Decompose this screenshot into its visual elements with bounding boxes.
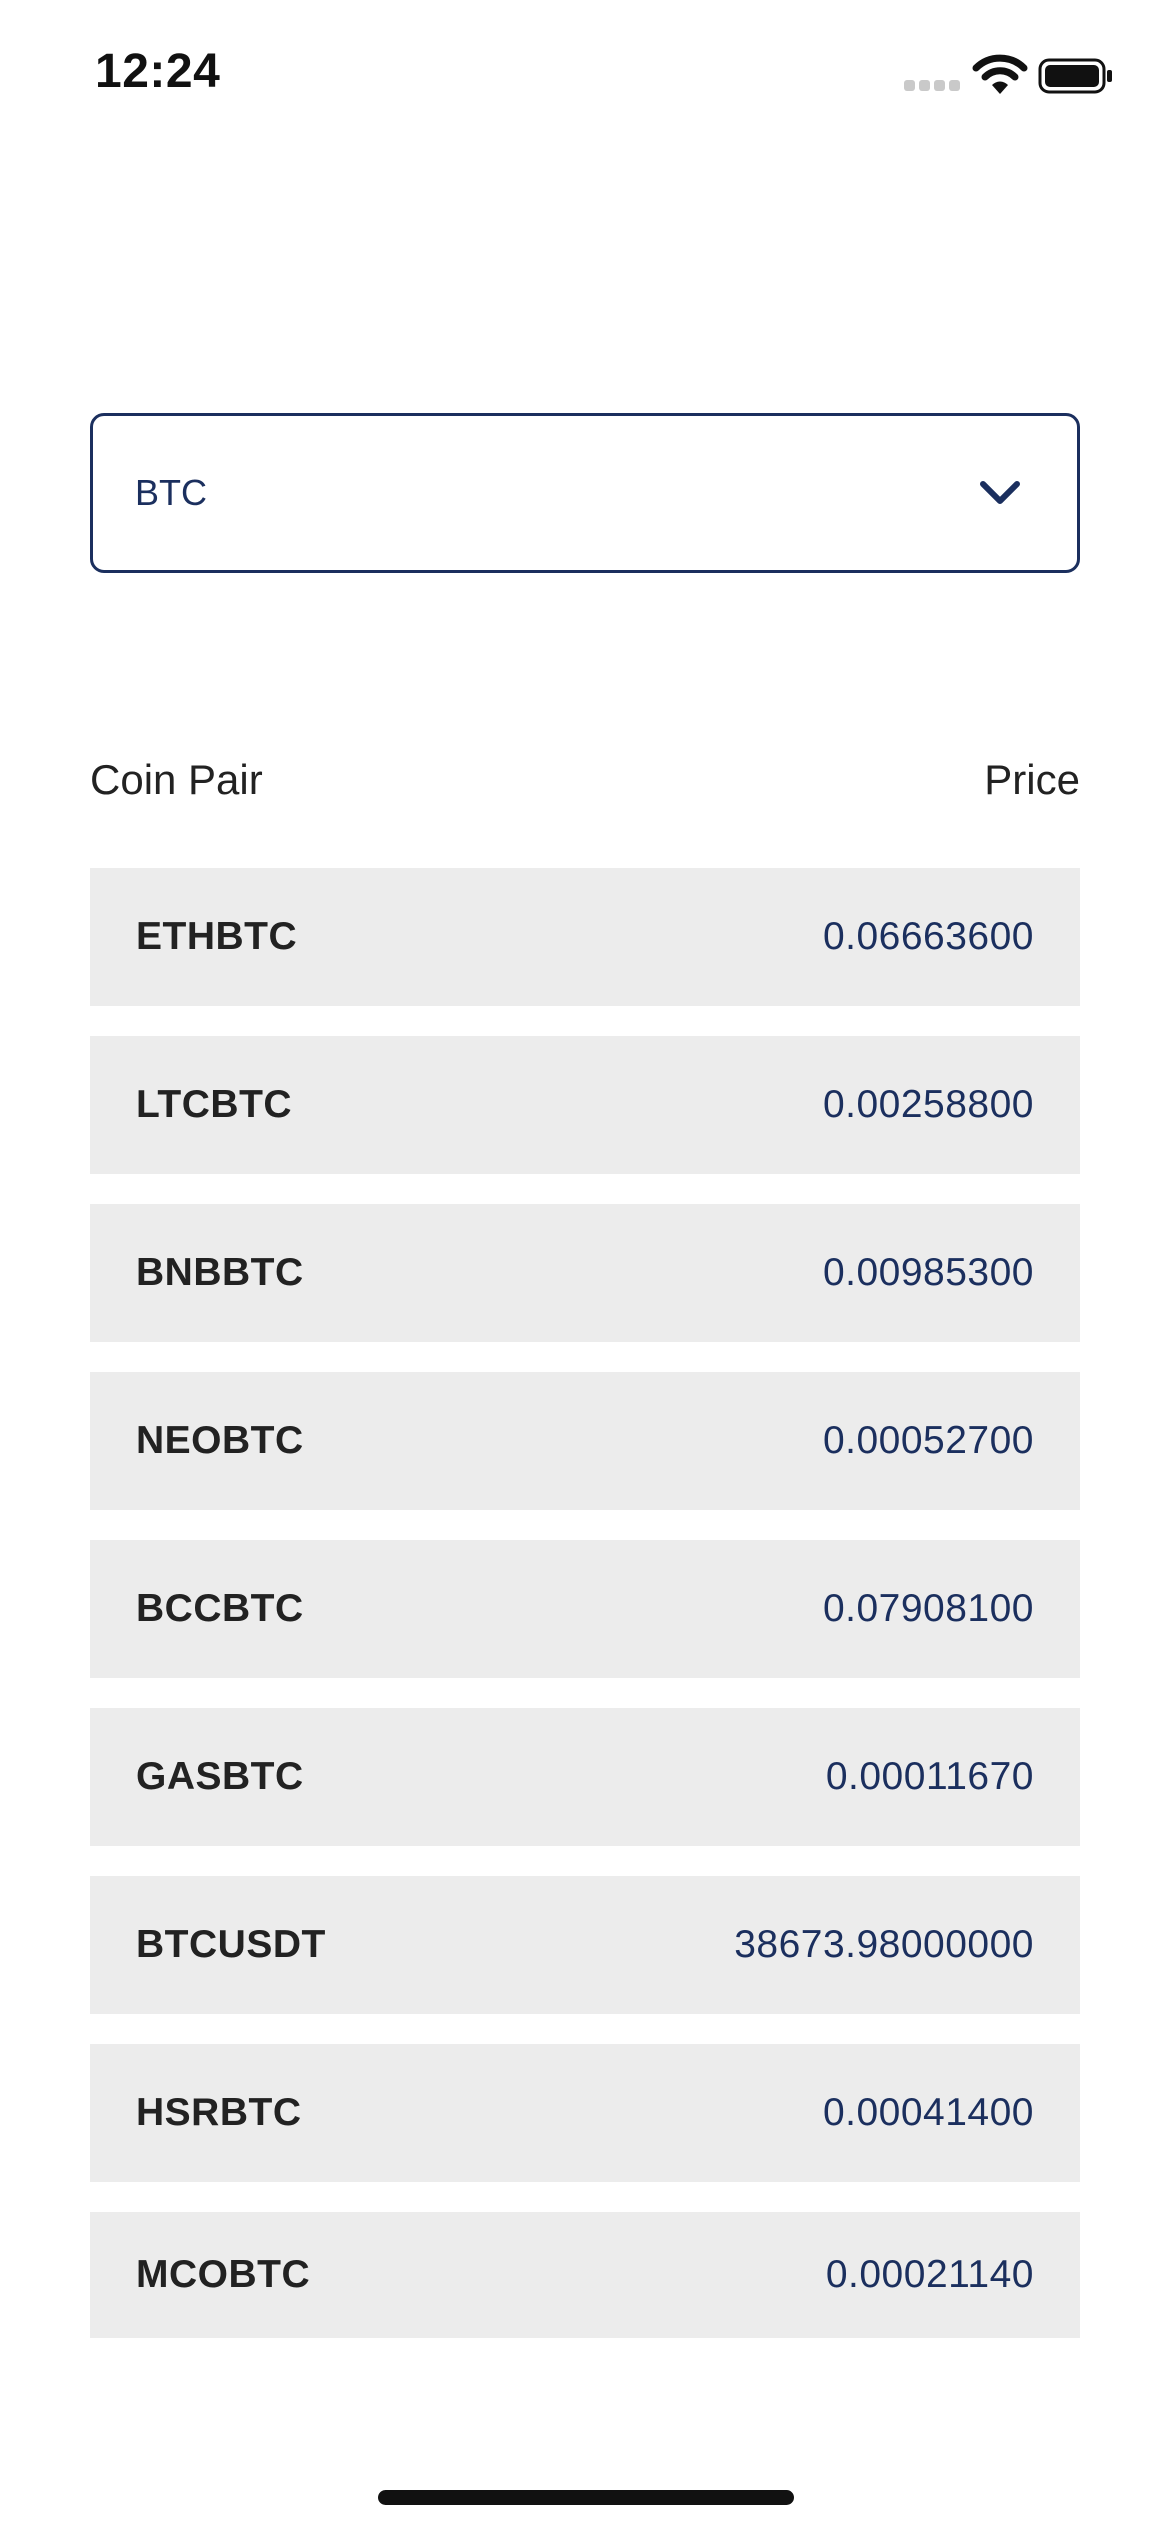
home-indicator[interactable] — [378, 2490, 794, 2505]
list-item[interactable]: NEOBTC 0.00052700 — [90, 1372, 1080, 1510]
coin-price-value: 0.06663600 — [822, 915, 1034, 958]
list-item[interactable]: LTCBTC 0.00258800 — [90, 1036, 1080, 1174]
coin-pair-label: BCCBTC — [136, 1587, 304, 1630]
coin-pair-label: GASBTC — [136, 1755, 304, 1798]
list-item[interactable]: BTCUSDT 38673.98000000 — [90, 1876, 1080, 2014]
coin-pair-label: MCOBTC — [136, 2253, 311, 2296]
coin-price-value: 0.00258800 — [822, 1083, 1034, 1126]
list-item[interactable]: BNBBTC 0.00985300 — [90, 1204, 1080, 1342]
coin-price-value: 0.00011670 — [825, 1755, 1034, 1798]
coin-price-value: 0.00985300 — [822, 1251, 1034, 1294]
list-item[interactable]: HSRBTC 0.00041400 — [90, 2044, 1080, 2182]
currency-dropdown[interactable]: BTC — [90, 413, 1080, 573]
column-header-coin-pair: Coin Pair — [90, 756, 263, 803]
column-header-price: Price — [984, 756, 1080, 803]
list-item[interactable]: BCCBTC 0.07908100 — [90, 1540, 1080, 1678]
wifi-icon — [972, 54, 1028, 94]
list-item[interactable]: MCOBTC 0.00021140 — [90, 2212, 1080, 2338]
coin-pair-label: ETHBTC — [136, 915, 298, 958]
cellular-signal-icon — [904, 80, 960, 92]
coin-price-value: 0.00021140 — [825, 2253, 1034, 2296]
dropdown-selected-value: BTC — [135, 472, 207, 513]
coin-price-value: 0.00052700 — [822, 1419, 1034, 1462]
chevron-down-icon — [980, 481, 1020, 504]
coin-pair-label: LTCBTC — [136, 1083, 293, 1126]
list-item[interactable]: ETHBTC 0.06663600 — [90, 868, 1080, 1006]
coin-price-value: 0.07908100 — [822, 1587, 1034, 1630]
coin-price-value: 0.00041400 — [822, 2091, 1034, 2134]
coin-price-value: 38673.98000000 — [734, 1923, 1034, 1966]
coin-pair-label: HSRBTC — [136, 2091, 302, 2134]
status-time: 12:24 — [95, 45, 221, 98]
status-bar: 12:24 — [0, 0, 1170, 150]
coin-pair-list: ETHBTC 0.06663600 LTCBTC 0.00258800 BNBB… — [90, 868, 1080, 2368]
list-item[interactable]: GASBTC 0.00011670 — [90, 1708, 1080, 1846]
coin-pair-label: BTCUSDT — [136, 1923, 326, 1966]
coin-pair-label: NEOBTC — [136, 1419, 304, 1462]
coin-pair-label: BNBBTC — [136, 1251, 304, 1294]
battery-icon — [1038, 58, 1112, 94]
